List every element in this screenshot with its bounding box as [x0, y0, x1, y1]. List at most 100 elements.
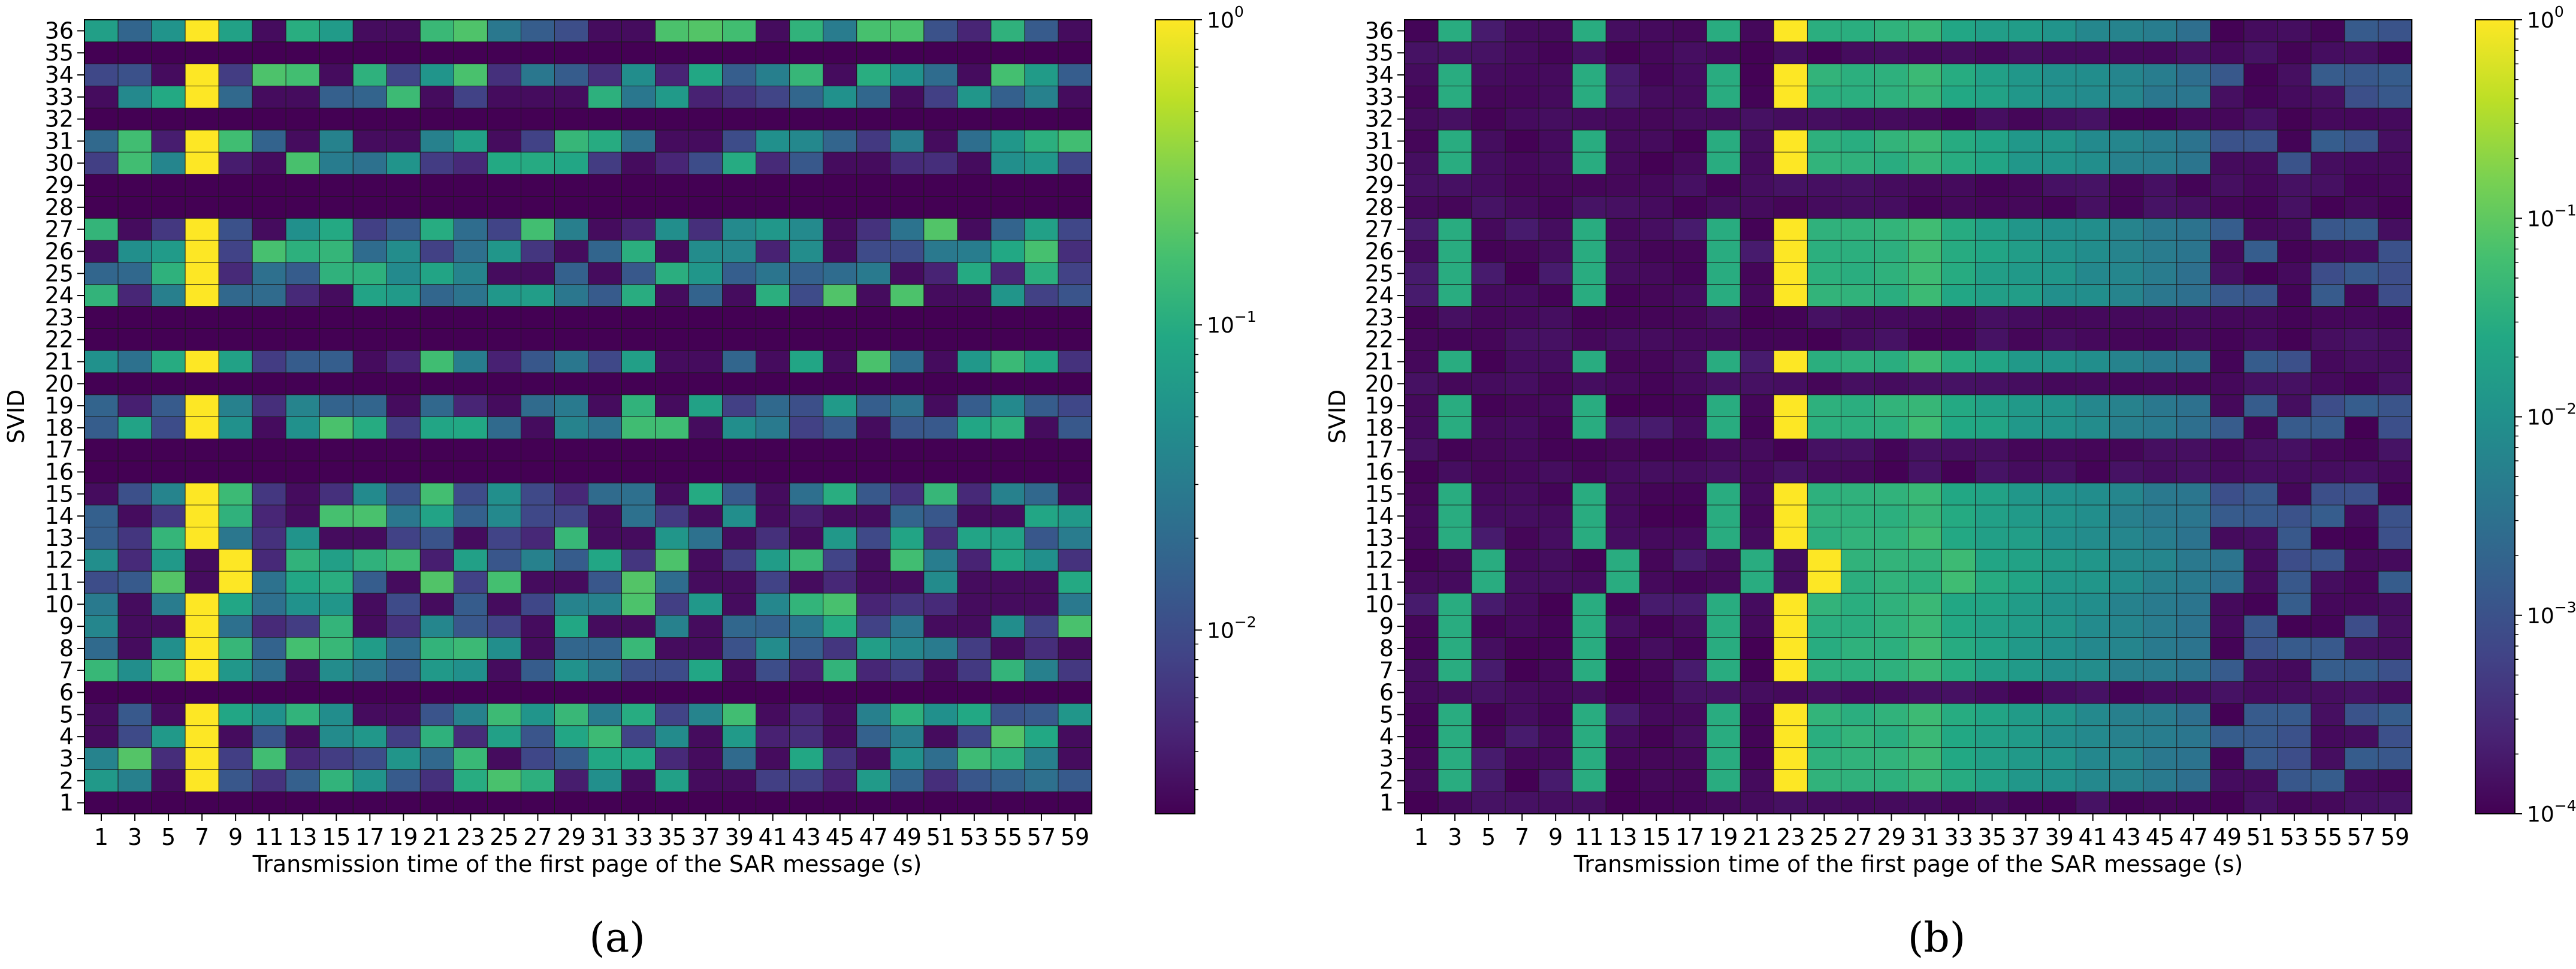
heatmap-cell: [621, 637, 656, 660]
heatmap-cell: [722, 394, 757, 417]
y-tick-label: 20: [45, 370, 74, 397]
heatmap-cell: [856, 85, 891, 108]
heatmap-cell: [756, 615, 790, 638]
heatmap-cell: [1975, 637, 2010, 660]
x-tick-label: 7: [1515, 824, 1529, 850]
x-tick-label: 43: [792, 824, 821, 850]
heatmap-cell: [722, 152, 757, 175]
heatmap-cell: [1471, 438, 1506, 461]
heatmap-cell: [2311, 350, 2345, 373]
heatmap-cell: [1975, 416, 2010, 439]
heatmap-cell: [352, 218, 387, 241]
heatmap-cell: [2277, 769, 2312, 792]
x-tick-label: 57: [2347, 824, 2376, 850]
heatmap-cell: [151, 372, 186, 396]
heatmap-cell: [2243, 593, 2278, 616]
heatmap-cell: [2009, 174, 2043, 197]
heatmap-cell: [856, 284, 891, 307]
heatmap-cell: [2042, 416, 2077, 439]
heatmap-cell: [117, 791, 152, 814]
heatmap-cell: [1840, 482, 1875, 506]
heatmap-cell: [2344, 416, 2379, 439]
heatmap-cell: [218, 107, 253, 131]
heatmap-cell: [990, 41, 1025, 65]
heatmap-cell: [285, 350, 320, 373]
heatmap-cell: [554, 328, 588, 351]
heatmap-cell: [1874, 548, 1908, 572]
heatmap-cell: [1024, 394, 1059, 417]
heatmap-cell: [588, 85, 622, 108]
heatmap-cell: [1024, 460, 1059, 484]
heatmap-cell: [218, 152, 253, 175]
heatmap-cell: [588, 505, 622, 527]
heatmap-cell: [487, 195, 521, 219]
heatmap-cell: [151, 64, 186, 86]
heatmap-cell: [2143, 174, 2178, 197]
heatmap-cell: [285, 769, 320, 792]
heatmap-cell: [2243, 416, 2278, 439]
x-tick-label: 23: [456, 824, 485, 850]
heatmap-cell: [1773, 659, 1808, 682]
x-tick-label: 9: [1548, 824, 1563, 850]
heatmap-cell: [621, 570, 656, 594]
heatmap-cell: [1058, 107, 1092, 131]
heatmap-cell: [84, 637, 119, 660]
heatmap-cell: [1471, 306, 1506, 329]
heatmap-cell: [2009, 703, 2043, 726]
heatmap-cell: [1740, 681, 1774, 704]
heatmap-cell: [1908, 195, 1942, 219]
heatmap-cell: [990, 306, 1025, 329]
heatmap-cell: [823, 129, 857, 153]
heatmap-cell: [823, 284, 857, 307]
heatmap-cell: [1572, 262, 1606, 285]
heatmap-cell: [1908, 725, 1942, 748]
heatmap-cell: [2344, 460, 2379, 484]
heatmap-cell: [2076, 747, 2110, 770]
heatmap-cell: [1975, 85, 2010, 108]
heatmap-cell: [990, 637, 1025, 660]
heatmap-cell: [1807, 505, 1841, 527]
heatmap-cell: [789, 306, 824, 329]
heatmap-cell: [319, 174, 354, 197]
heatmap-cell: [453, 482, 488, 506]
heatmap-cell: [688, 85, 723, 108]
heatmap-cell: [655, 548, 690, 572]
heatmap-cell: [520, 394, 555, 417]
heatmap-cell: [419, 681, 454, 704]
heatmap-cell: [218, 570, 253, 594]
heatmap-cell: [1572, 394, 1606, 417]
colorbar-tick-label: 10−2: [1207, 613, 1257, 643]
y-tick-label: 19: [1365, 393, 1394, 419]
y-axis-ticks-a: 1234567891011121314151617181920212223242…: [45, 17, 84, 816]
heatmap-cell: [1024, 505, 1059, 527]
heatmap-cell: [218, 41, 253, 65]
heatmap-cell: [1706, 85, 1741, 108]
heatmap-cell: [1471, 769, 1506, 792]
heatmap-cell: [688, 394, 723, 417]
heatmap-cell: [722, 527, 757, 550]
y-tick-label: 27: [45, 216, 74, 243]
heatmap-cell: [419, 570, 454, 594]
heatmap-cell: [823, 637, 857, 660]
heatmap-cell: [117, 747, 152, 770]
x-tick-label: 1: [94, 824, 108, 850]
heatmap-cell: [487, 725, 521, 748]
heatmap-cell: [1740, 129, 1774, 153]
heatmap-cell: [1058, 593, 1092, 616]
heatmap-cell: [823, 416, 857, 439]
heatmap-cell: [2176, 19, 2211, 43]
heatmap-cell: [218, 306, 253, 329]
heatmap-cell: [386, 284, 421, 307]
heatmap-cell: [823, 769, 857, 792]
heatmap-cell: [1404, 791, 1439, 814]
heatmap-cell: [386, 570, 421, 594]
heatmap-cell: [2143, 262, 2178, 285]
heatmap-cell: [1773, 41, 1808, 65]
heatmap-cell: [1773, 460, 1808, 484]
heatmap-cell: [1605, 372, 1640, 396]
heatmap-cell: [2210, 570, 2245, 594]
heatmap-cell: [1672, 681, 1707, 704]
heatmap-cell: [588, 659, 622, 682]
heatmap-cell: [1538, 593, 1573, 616]
heatmap-cell: [1438, 372, 1472, 396]
